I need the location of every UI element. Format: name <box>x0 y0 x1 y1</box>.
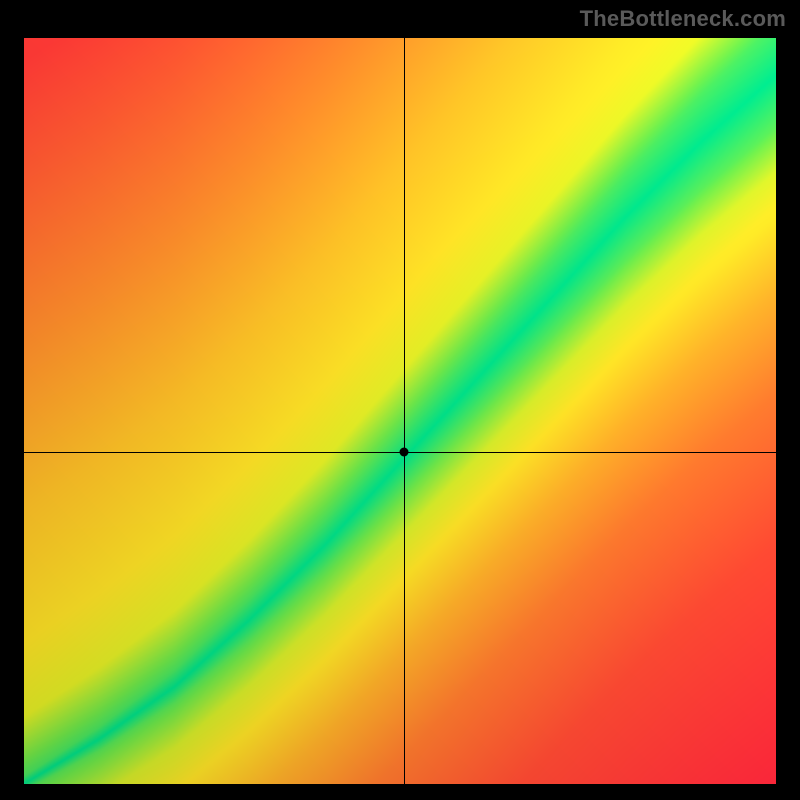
crosshair-marker <box>399 448 408 457</box>
watermark-text: TheBottleneck.com <box>580 6 786 32</box>
plot-area <box>24 38 776 784</box>
crosshair-vertical <box>404 38 405 784</box>
heatmap-canvas <box>24 38 776 784</box>
page-root: { "watermark": { "text": "TheBottleneck.… <box>0 0 800 800</box>
